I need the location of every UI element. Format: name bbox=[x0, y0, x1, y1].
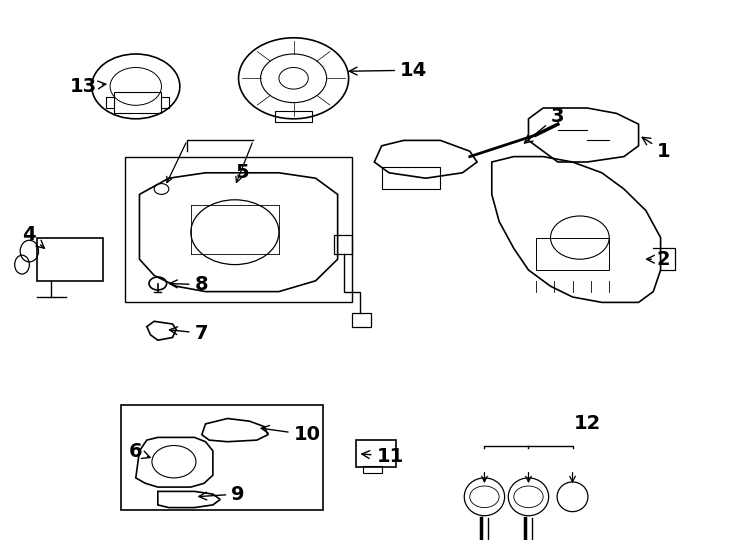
Text: 9: 9 bbox=[199, 484, 244, 504]
Bar bbox=[114, 92, 161, 113]
Bar bbox=[536, 238, 609, 270]
Text: 10: 10 bbox=[261, 425, 321, 444]
Text: 2: 2 bbox=[647, 249, 671, 269]
Text: 7: 7 bbox=[170, 323, 208, 343]
Text: 11: 11 bbox=[362, 447, 404, 466]
Text: 13: 13 bbox=[70, 77, 106, 96]
Text: 14: 14 bbox=[349, 60, 427, 80]
Bar bbox=[125, 157, 352, 302]
Bar bbox=[121, 405, 323, 510]
Text: 3: 3 bbox=[525, 106, 564, 143]
Bar bbox=[275, 111, 312, 122]
Text: 1: 1 bbox=[642, 137, 671, 161]
Text: 6: 6 bbox=[128, 442, 150, 462]
Bar bbox=[334, 235, 352, 254]
Text: 5: 5 bbox=[236, 163, 249, 183]
Bar bbox=[356, 440, 396, 467]
Bar bbox=[382, 167, 440, 189]
Text: 4: 4 bbox=[22, 225, 45, 248]
Text: 12: 12 bbox=[573, 414, 601, 434]
Bar bbox=[352, 313, 371, 327]
Bar bbox=[363, 466, 382, 472]
Text: 8: 8 bbox=[170, 275, 208, 294]
Bar bbox=[37, 238, 103, 281]
